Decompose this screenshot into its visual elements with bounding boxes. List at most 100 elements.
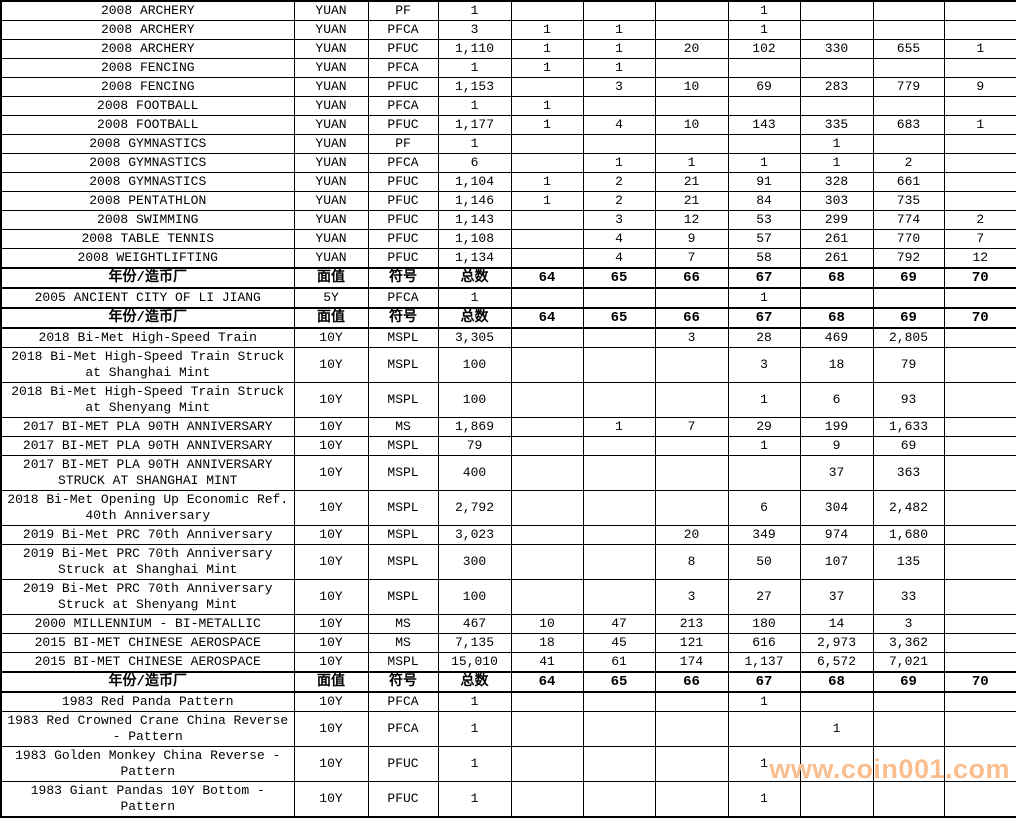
denomination-cell: 10Y xyxy=(293,490,369,526)
grade-69-cell: 2 xyxy=(872,153,945,173)
coin-name-cell: 1983 Giant Pandas 10Y Bottom - Pattern xyxy=(0,781,295,818)
grade-65-cell xyxy=(582,579,656,615)
grade-69-cell: 1,633 xyxy=(872,417,945,437)
grade-66-cell xyxy=(654,781,729,818)
symbol-cell: MSPL xyxy=(367,652,439,673)
grade-64-cell: 1 xyxy=(510,96,584,116)
total-cell: 467 xyxy=(437,614,512,634)
grade-68-cell: 335 xyxy=(799,115,874,135)
coin-name-cell: 2008 WEIGHTLIFTING xyxy=(0,248,295,269)
denomination-cell: YUAN xyxy=(293,39,369,59)
grade-65-cell: 1 xyxy=(582,417,656,437)
grade-67-cell: 616 xyxy=(727,633,801,653)
grade-69-cell: 93 xyxy=(872,382,945,418)
grade-66-cell: 21 xyxy=(654,172,729,192)
grade-67-cell: 29 xyxy=(727,417,801,437)
grade-64-cell xyxy=(510,327,584,348)
grade-67-cell: 91 xyxy=(727,172,801,192)
grade-70-cell xyxy=(943,436,1016,456)
coin-name-cell: 2008 SWIMMING xyxy=(0,210,295,230)
total-cell: 6 xyxy=(437,153,512,173)
grade-70-cell xyxy=(943,153,1016,173)
grade-67-cell: 102 xyxy=(727,39,801,59)
column-header-denomination: 面值 xyxy=(293,267,369,289)
grade-70-cell xyxy=(943,382,1016,418)
symbol-cell: PFCA xyxy=(367,58,439,78)
grade-64-cell xyxy=(510,153,584,173)
grade-69-cell: 33 xyxy=(872,579,945,615)
grade-65-cell xyxy=(582,711,656,747)
table-row: 2018 Bi-Met High-Speed Train Struck at S… xyxy=(0,347,1016,383)
grade-70-cell xyxy=(943,633,1016,653)
grade-70-cell: 7 xyxy=(943,229,1016,249)
grade-65-cell: 3 xyxy=(582,210,656,230)
grade-68-cell: 974 xyxy=(799,525,874,545)
grade-67-cell: 69 xyxy=(727,77,801,97)
grade-65-cell: 47 xyxy=(582,614,656,634)
symbol-cell: PFCA xyxy=(367,153,439,173)
grade-69-cell: 683 xyxy=(872,115,945,135)
denomination-cell: 5Y xyxy=(293,287,369,309)
denomination-cell: YUAN xyxy=(293,210,369,230)
grade-68-cell: 283 xyxy=(799,77,874,97)
symbol-cell: PF xyxy=(367,0,439,21)
symbol-cell: PF xyxy=(367,134,439,154)
symbol-cell: MS xyxy=(367,633,439,653)
grade-69-cell: 2,482 xyxy=(872,490,945,526)
column-header-66: 66 xyxy=(654,267,729,289)
total-cell: 1 xyxy=(437,58,512,78)
grade-70-cell xyxy=(943,490,1016,526)
total-cell: 1,146 xyxy=(437,191,512,211)
grade-68-cell: 9 xyxy=(799,436,874,456)
grade-68-cell: 261 xyxy=(799,229,874,249)
grade-65-cell: 4 xyxy=(582,229,656,249)
grade-66-cell xyxy=(654,455,729,491)
coin-name-cell: 2015 BI-MET CHINESE AEROSPACE xyxy=(0,633,295,653)
grade-64-cell: 41 xyxy=(510,652,584,673)
grade-70-cell xyxy=(943,525,1016,545)
denomination-cell: YUAN xyxy=(293,229,369,249)
table-row: 2008 TABLE TENNIS YUAN PFUC 1,108 4 9 57 261 770… xyxy=(0,229,1016,249)
symbol-cell: PFUC xyxy=(367,210,439,230)
symbol-cell: PFUC xyxy=(367,115,439,135)
column-header-64: 64 xyxy=(510,267,584,289)
grade-67-cell: 58 xyxy=(727,248,801,269)
grade-67-cell: 143 xyxy=(727,115,801,135)
total-cell: 1,153 xyxy=(437,77,512,97)
grade-64-cell xyxy=(510,525,584,545)
grade-64-cell xyxy=(510,544,584,580)
grade-69-cell: 735 xyxy=(872,191,945,211)
symbol-cell: MSPL xyxy=(367,327,439,348)
table-row: 2008 ARCHERY YUAN PFUC 1,110 1 1 20 102 330 655 1 xyxy=(0,39,1016,59)
grade-70-cell: 12 xyxy=(943,248,1016,269)
grade-68-cell: 107 xyxy=(799,544,874,580)
grade-65-cell xyxy=(582,691,656,712)
table-row: 2019 Bi-Met PRC 70th Anniversary Struck … xyxy=(0,579,1016,615)
table-row: 1983 Giant Pandas 10Y Bottom - Pattern 10… xyxy=(0,781,1016,818)
table-row: 2008 PENTATHLON YUAN PFUC 1,146 1 2 21 84 303 735 xyxy=(0,191,1016,211)
grade-65-cell: 4 xyxy=(582,248,656,269)
grade-66-cell: 20 xyxy=(654,525,729,545)
total-cell: 3,305 xyxy=(437,327,512,348)
column-header-year-mint: 年份/造币厂 xyxy=(0,267,295,289)
total-cell: 3,023 xyxy=(437,525,512,545)
total-cell: 1,134 xyxy=(437,248,512,269)
denomination-cell: YUAN xyxy=(293,96,369,116)
grade-67-cell: 27 xyxy=(727,579,801,615)
coin-name-cell: 2008 ARCHERY xyxy=(0,0,295,21)
grade-66-cell: 7 xyxy=(654,417,729,437)
total-cell: 1,177 xyxy=(437,115,512,135)
symbol-cell: PFUC xyxy=(367,77,439,97)
total-cell: 1 xyxy=(437,287,512,309)
denomination-cell: 10Y xyxy=(293,781,369,818)
grade-68-cell xyxy=(799,287,874,309)
coin-name-cell: 2008 TABLE TENNIS xyxy=(0,229,295,249)
column-header-65: 65 xyxy=(582,671,656,693)
grade-70-cell xyxy=(943,287,1016,309)
grade-65-cell xyxy=(582,134,656,154)
denomination-cell: YUAN xyxy=(293,172,369,192)
grade-66-cell xyxy=(654,134,729,154)
grade-64-cell: 1 xyxy=(510,172,584,192)
grade-67-cell: 349 xyxy=(727,525,801,545)
grade-67-cell: 84 xyxy=(727,191,801,211)
